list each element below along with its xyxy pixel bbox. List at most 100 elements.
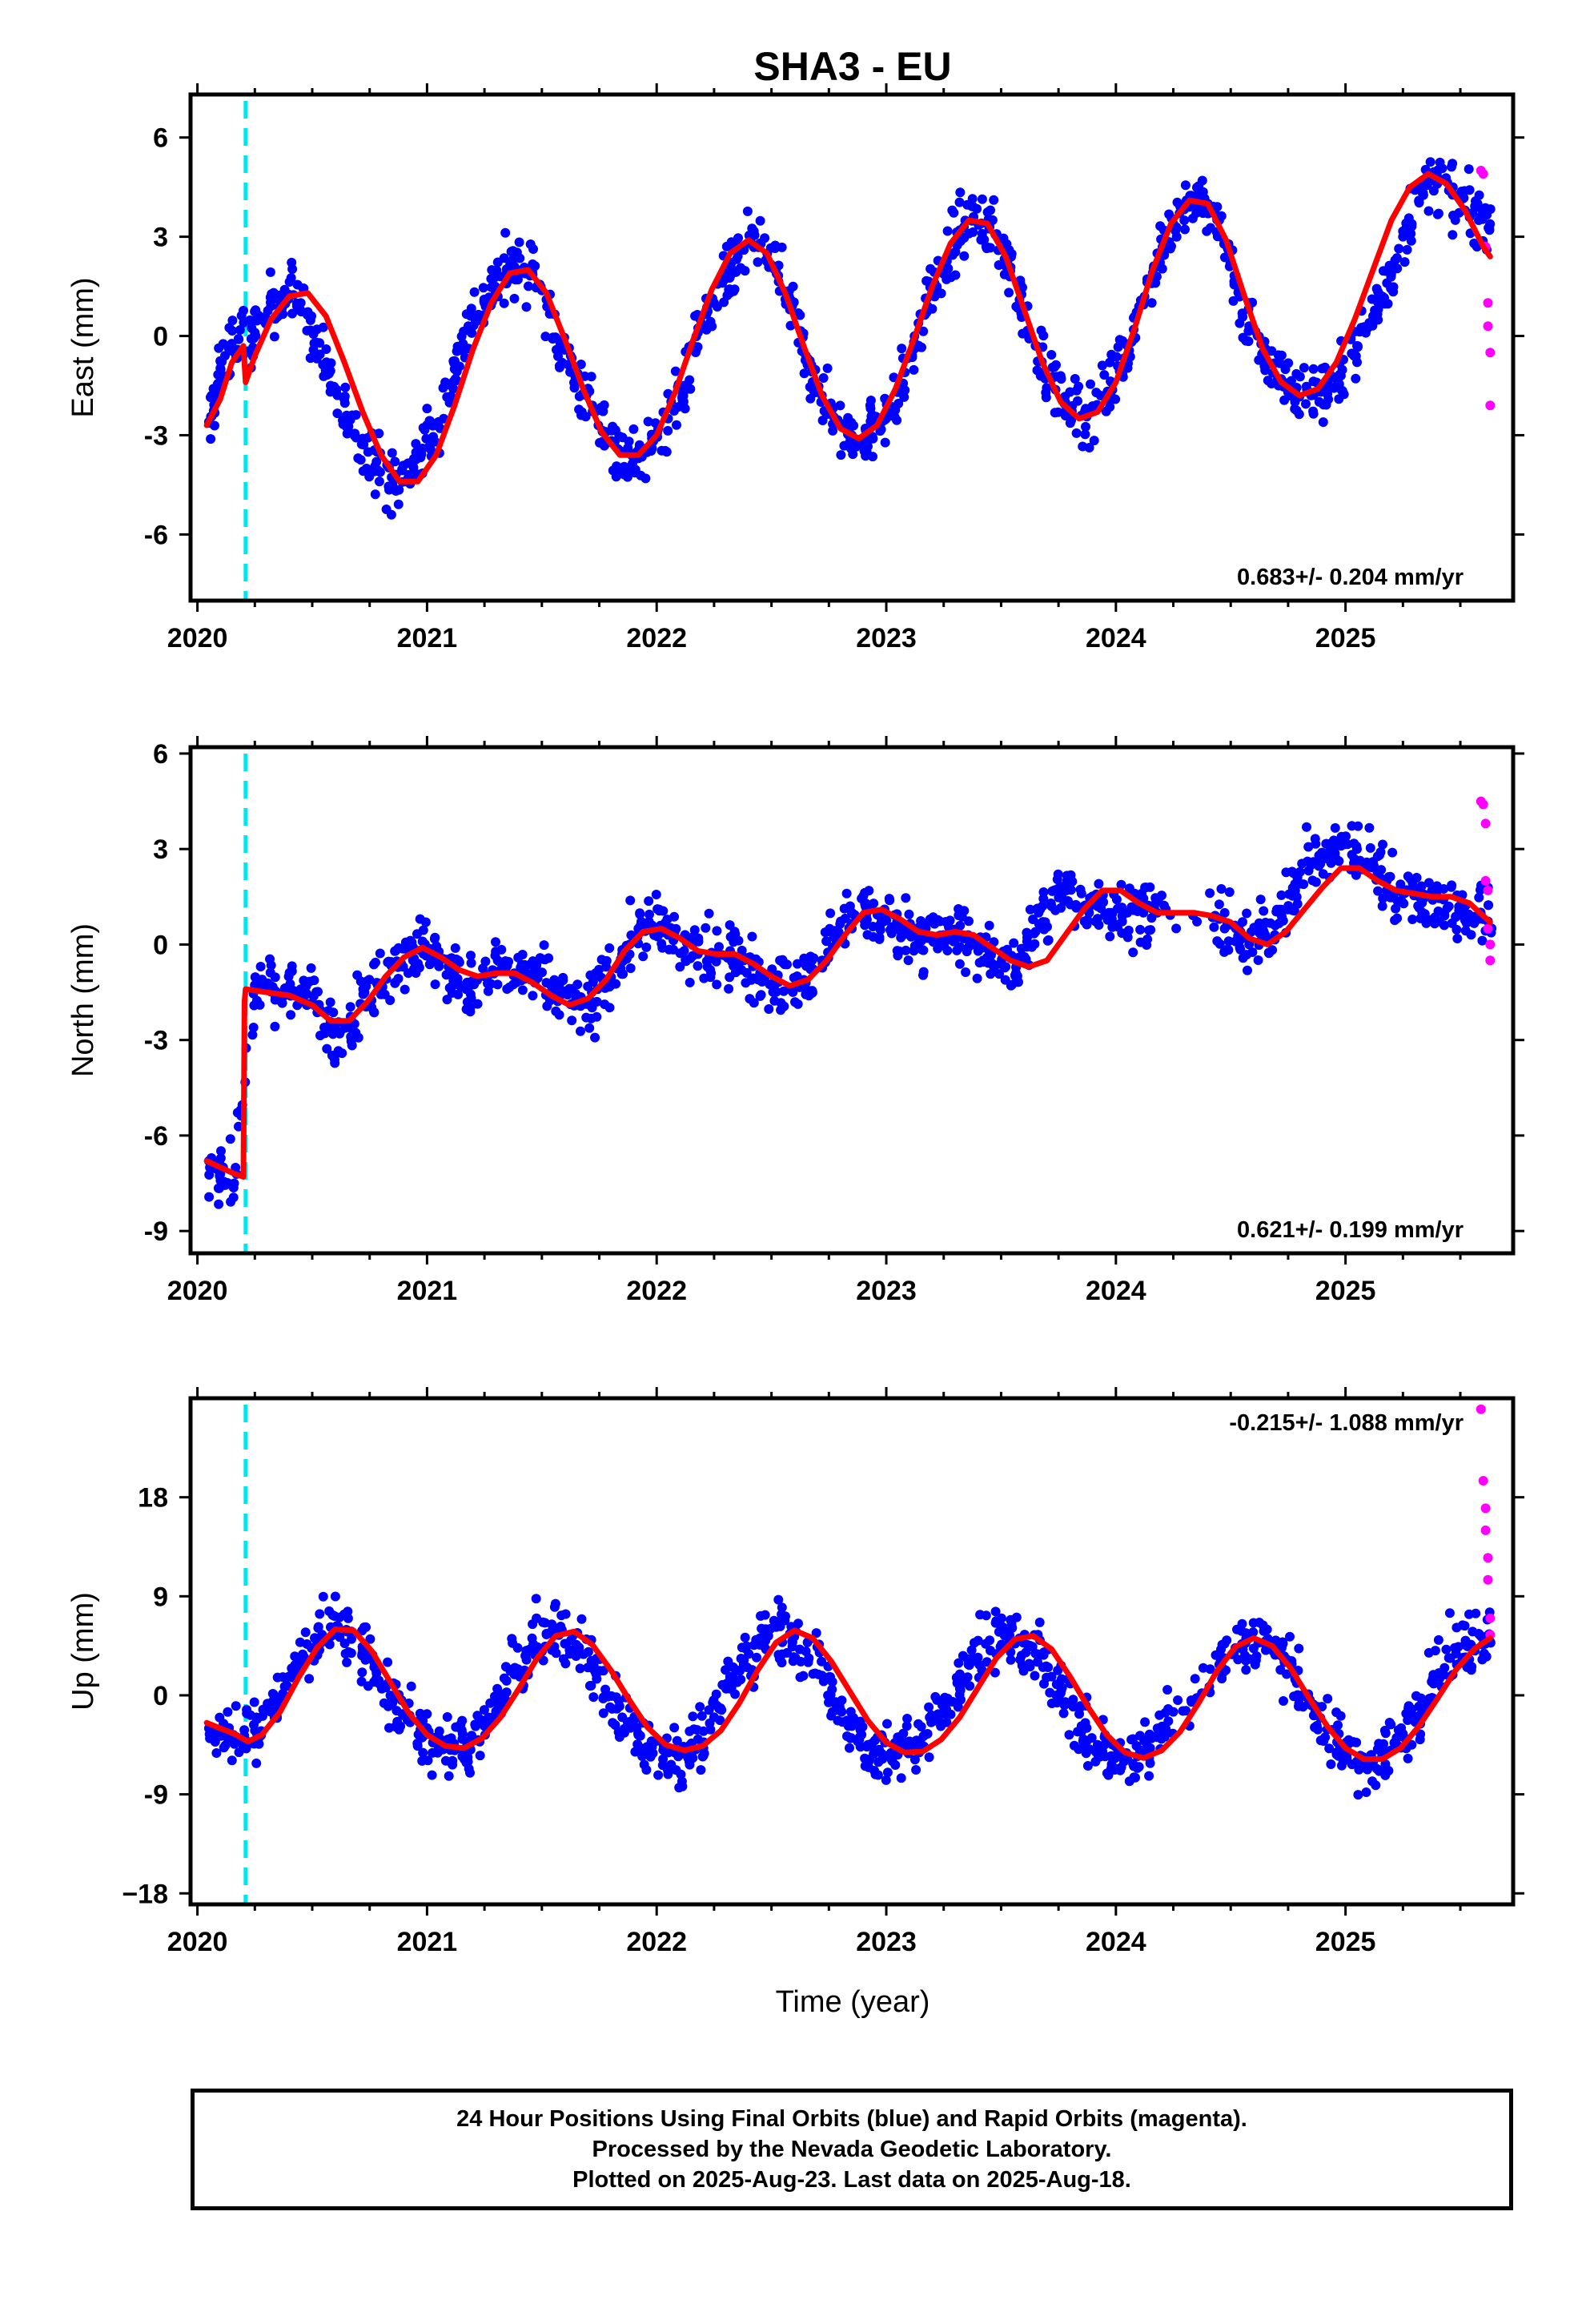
final-orbit-point [1484, 223, 1494, 233]
final-orbit-point [1086, 1733, 1097, 1743]
final-orbit-point [1259, 906, 1269, 916]
x-tick-label: 2025 [1315, 623, 1376, 653]
final-orbit-point [1244, 939, 1255, 950]
final-orbit-point [376, 1683, 387, 1694]
final-orbit-point [1146, 298, 1157, 308]
final-orbit-point [255, 999, 265, 1010]
final-orbit-point [1106, 907, 1117, 918]
final-orbit-point [725, 1683, 735, 1694]
final-orbit-point [215, 1712, 225, 1723]
final-orbit-point [653, 1770, 664, 1780]
x-tick-label: 2021 [397, 1927, 458, 1957]
final-orbit-point [480, 1721, 490, 1731]
final-orbit-point [864, 1762, 873, 1772]
final-orbit-point [1387, 847, 1398, 858]
final-orbit-point [268, 1689, 279, 1699]
final-orbit-point [949, 936, 959, 947]
final-orbit-point [1261, 1645, 1271, 1655]
final-orbit-point [279, 284, 290, 295]
final-orbit-point [424, 959, 435, 970]
final-orbit-point [1055, 371, 1066, 381]
final-orbit-point [709, 298, 719, 308]
final-orbit-point [968, 227, 978, 237]
x-tick-label: 2020 [167, 1927, 228, 1957]
final-orbit-point [669, 911, 680, 922]
final-orbit-point [1144, 1771, 1154, 1781]
final-orbit-point [296, 307, 307, 317]
final-orbit-point [1238, 332, 1248, 343]
final-orbit-point [863, 441, 873, 452]
final-orbit-point [363, 447, 373, 457]
final-orbit-point [231, 1163, 241, 1172]
final-orbit-point [755, 991, 765, 1001]
y-tick-label: -9 [144, 1216, 168, 1247]
final-orbit-point [544, 953, 554, 963]
final-orbit-point [330, 1055, 339, 1065]
plot-frame [188, 745, 1516, 1256]
final-orbit-point [1122, 363, 1133, 373]
final-orbit-point [619, 469, 629, 480]
final-orbit-point [922, 1729, 933, 1739]
final-orbit-point [1377, 292, 1387, 302]
final-orbit-point [337, 1048, 347, 1059]
final-orbit-point [492, 979, 503, 990]
final-orbit-point [1368, 311, 1378, 321]
final-orbit-point [525, 1644, 536, 1655]
final-orbit-point [712, 926, 722, 936]
final-orbit-point [1124, 1776, 1134, 1787]
final-orbit-point [1238, 312, 1248, 322]
final-orbit-point [255, 962, 266, 971]
final-orbit-point [725, 271, 735, 282]
final-orbit-point [1474, 190, 1484, 200]
final-orbit-point [835, 400, 845, 411]
final-orbit-point [465, 1002, 476, 1012]
final-orbit-point [1255, 895, 1266, 905]
model-curve-line [203, 171, 1493, 485]
final-orbit-point [229, 1178, 239, 1188]
final-orbit-point [321, 344, 331, 354]
final-orbit-point [755, 215, 765, 226]
final-orbit-point [1168, 1707, 1178, 1717]
final-orbit-point [1006, 1655, 1016, 1665]
final-orbit-point [422, 1709, 432, 1719]
final-orbit-point [848, 449, 858, 460]
final-orbit-point [1335, 371, 1346, 381]
final-orbit-point [825, 908, 836, 919]
final-orbit-point [363, 975, 373, 986]
final-orbit-point [1335, 841, 1346, 851]
final-orbit-point [410, 959, 420, 970]
final-orbit-point [454, 957, 464, 967]
final-orbit-point [1035, 904, 1046, 915]
final-orbit-point [945, 1696, 955, 1707]
final-orbit-point [1433, 1634, 1443, 1645]
final-orbit-point [739, 1655, 749, 1665]
final-orbit-point [491, 937, 500, 947]
final-orbit-point [1038, 887, 1049, 897]
final-orbit-point [444, 380, 454, 390]
final-orbit-point [513, 952, 524, 963]
final-orbit-point [663, 1769, 673, 1779]
final-orbit-point [1171, 923, 1182, 934]
panels: 2020 2021 2022 2023 2024 2025 -6 -3 0 3 6 East (mm)… [66, 83, 1524, 1957]
final-orbit-point [375, 467, 385, 477]
final-orbit-point [1242, 908, 1252, 919]
final-orbit-point [525, 239, 536, 249]
final-orbit-point [885, 895, 895, 906]
final-orbit-point [1073, 396, 1082, 406]
final-orbit-point [841, 888, 852, 899]
final-orbit-point [425, 416, 436, 426]
rapid-orbit-point [1485, 400, 1496, 411]
final-orbit-point [1343, 1735, 1354, 1745]
final-orbit-point [1403, 1715, 1413, 1725]
final-orbit-point [598, 1666, 608, 1676]
final-orbit-point [1036, 325, 1046, 336]
final-orbit-point [324, 368, 335, 378]
final-orbit-point [537, 967, 547, 978]
y-tick-label: −18 [122, 1879, 168, 1909]
final-orbit-point [822, 363, 833, 373]
final-orbit-point [1071, 428, 1082, 438]
final-orbit-point [524, 281, 533, 292]
final-orbit-point [1283, 901, 1294, 911]
figure-title: SHA3 - EU [753, 44, 951, 89]
final-orbit-point [558, 972, 568, 983]
